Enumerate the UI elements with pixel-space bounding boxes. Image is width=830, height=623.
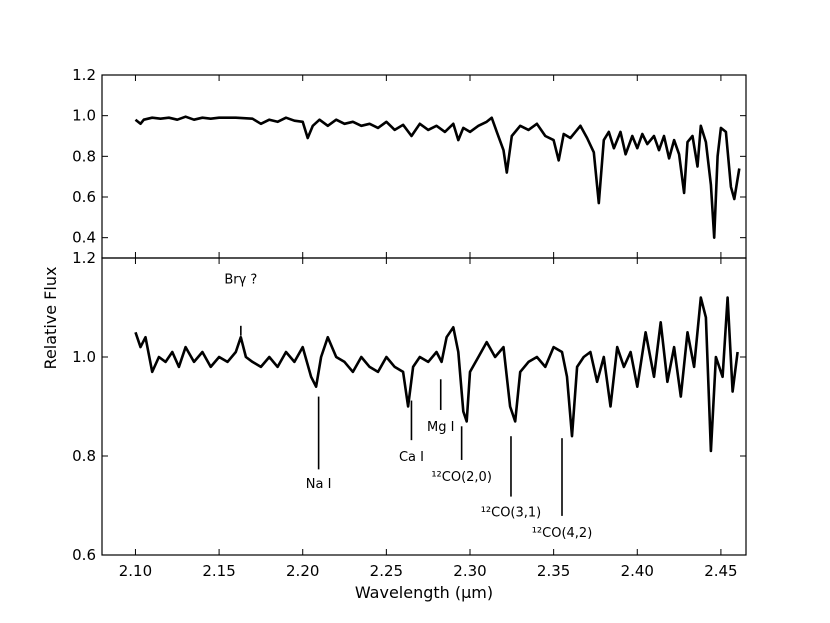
y-tick-label: 0.8 bbox=[72, 447, 96, 465]
y-tick-label: 1.2 bbox=[72, 249, 96, 267]
x-tick-label: 2.35 bbox=[537, 562, 570, 580]
y-tick-label: 1.0 bbox=[72, 107, 96, 125]
line-label: Brγ ? bbox=[224, 273, 257, 288]
y-tick-label: 0.4 bbox=[72, 229, 96, 247]
x-tick-label: 2.30 bbox=[453, 562, 486, 580]
x-tick-label: 2.15 bbox=[202, 562, 235, 580]
line-label: Mg I bbox=[427, 420, 454, 435]
plot-frame bbox=[101, 257, 747, 556]
bottom-spectrum-line bbox=[134, 296, 739, 453]
bottom-panel: 0.6 0.8 1.0 1.2 2.10 2.15 2.20 2.25 2.30 2.35 2.40… bbox=[72, 249, 747, 580]
line-label: ¹²CO(2,0) bbox=[431, 470, 492, 485]
x-tick-label: 2.40 bbox=[621, 562, 654, 580]
x-axis-label: Wavelength (μm) bbox=[355, 583, 493, 602]
line-label: ¹²CO(4,2) bbox=[532, 526, 593, 541]
x-tick-label: 2.20 bbox=[286, 562, 319, 580]
y-axis-label: Relative Flux bbox=[41, 267, 60, 370]
y-tick-label: 0.6 bbox=[72, 546, 96, 564]
x-tick-label: 2.25 bbox=[370, 562, 403, 580]
top-spectrum-line bbox=[134, 115, 741, 239]
y-tick-label: 1.0 bbox=[72, 348, 96, 366]
line-label: ¹²CO(3,1) bbox=[481, 505, 542, 520]
y-tick-label: 0.6 bbox=[72, 188, 96, 206]
line-label: Na I bbox=[306, 477, 332, 492]
plot-frame bbox=[101, 74, 747, 259]
x-tick-label: 2.45 bbox=[704, 562, 737, 580]
top-panel: 0.4 0.6 0.8 1.0 1.2 bbox=[72, 66, 747, 259]
y-tick-label: 0.8 bbox=[72, 147, 96, 165]
x-tick-label: 2.10 bbox=[119, 562, 152, 580]
line-label: Ca I bbox=[399, 450, 424, 465]
y-tick-label: 1.2 bbox=[72, 66, 96, 84]
